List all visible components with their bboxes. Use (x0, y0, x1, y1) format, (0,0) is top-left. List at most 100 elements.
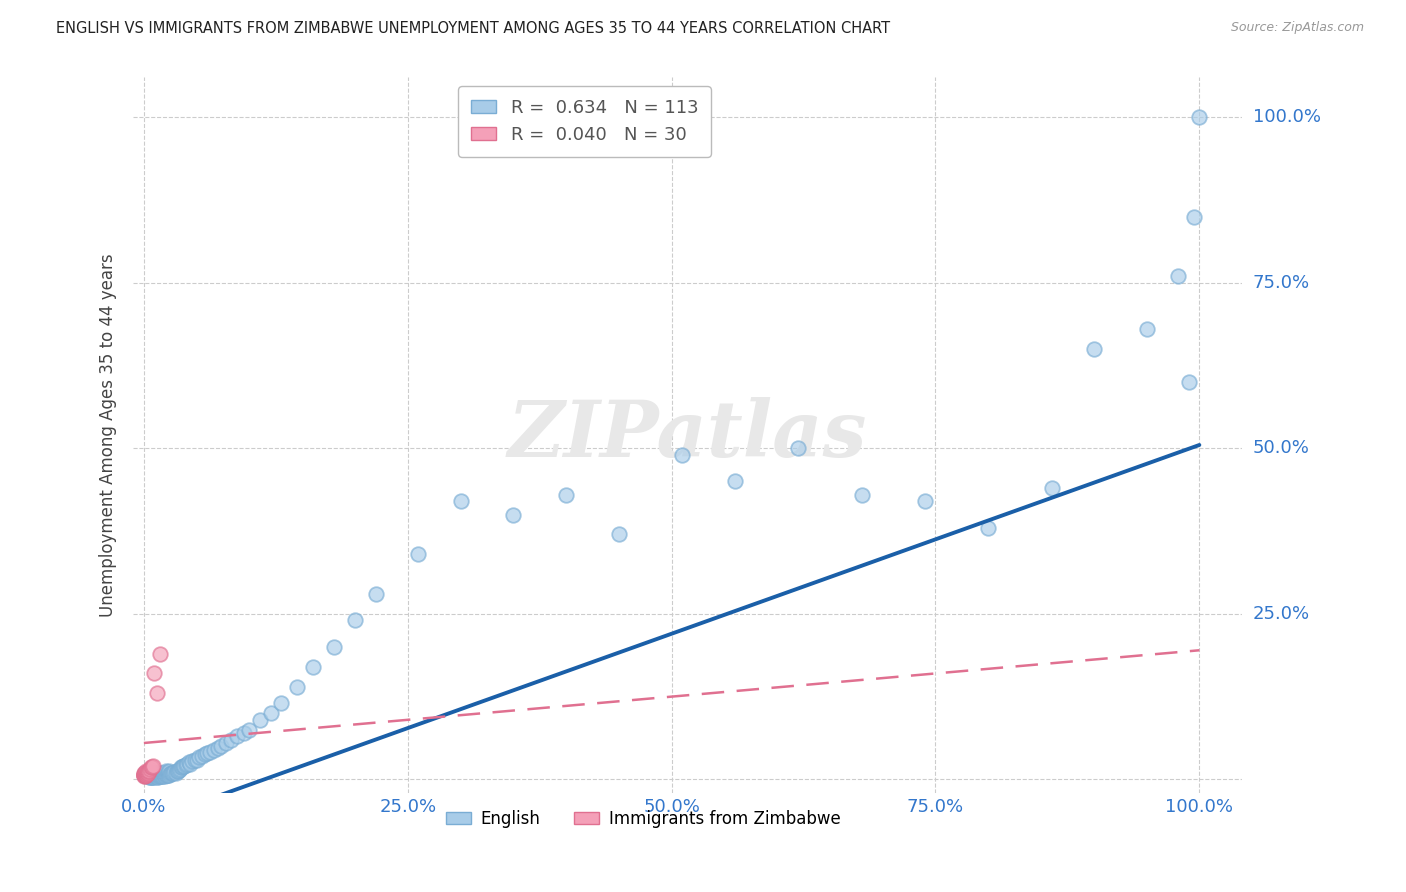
Point (160, 766, 183, 780)
Point (172, 758, 194, 772)
Point (136, 767, 159, 781)
Point (170, 760, 193, 774)
Point (145, 769, 167, 783)
Point (136, 765, 159, 780)
Point (238, 723, 260, 737)
Text: Source: ZipAtlas.com: Source: ZipAtlas.com (1230, 21, 1364, 34)
Point (181, 754, 204, 768)
Point (194, 747, 217, 762)
Point (134, 765, 156, 780)
Point (134, 767, 156, 781)
Point (173, 759, 195, 773)
Point (157, 765, 180, 780)
Point (134, 768, 156, 782)
Point (134, 768, 156, 782)
Point (221, 732, 243, 747)
Point (136, 765, 159, 780)
Point (153, 765, 176, 780)
Point (162, 765, 184, 780)
Point (1188, 110, 1211, 124)
Point (343, 614, 366, 628)
Point (155, 768, 177, 782)
Point (502, 508, 524, 522)
Point (152, 766, 174, 780)
Point (215, 736, 238, 750)
Text: 50.0%: 50.0% (1253, 439, 1309, 458)
Point (259, 706, 281, 721)
Point (134, 768, 156, 782)
Point (187, 750, 209, 764)
Point (156, 768, 179, 782)
Point (143, 768, 166, 782)
Point (179, 756, 201, 771)
Point (134, 768, 156, 782)
Point (139, 770, 162, 784)
Point (191, 749, 214, 764)
Point (143, 770, 166, 784)
Point (145, 768, 167, 782)
Point (145, 768, 167, 782)
Point (301, 660, 323, 674)
Point (207, 740, 229, 755)
Point (134, 768, 156, 782)
Point (152, 769, 174, 783)
Point (134, 765, 156, 780)
Point (146, 765, 169, 780)
Point (364, 587, 387, 601)
Point (145, 686, 167, 700)
Point (270, 696, 292, 710)
Point (142, 766, 165, 780)
Point (142, 759, 165, 773)
Point (1182, 210, 1205, 224)
Point (166, 764, 188, 778)
Point (141, 760, 163, 774)
Point (977, 521, 1000, 535)
Point (1167, 269, 1189, 284)
Point (148, 769, 170, 783)
Point (162, 765, 184, 780)
Point (157, 768, 180, 782)
Point (1040, 481, 1063, 495)
Point (139, 763, 162, 777)
Point (787, 442, 810, 456)
Point (169, 763, 191, 777)
Point (142, 768, 165, 782)
Point (186, 753, 208, 767)
Y-axis label: Unemployment Among Ages 35 to 44 years: Unemployment Among Ages 35 to 44 years (100, 253, 117, 617)
Point (153, 769, 176, 783)
Point (134, 767, 156, 781)
Point (153, 765, 176, 780)
Point (141, 765, 163, 780)
Point (149, 769, 172, 783)
Point (285, 680, 308, 694)
Point (179, 755, 201, 769)
Point (1178, 375, 1201, 389)
Point (136, 764, 159, 778)
Point (143, 766, 166, 780)
Point (141, 770, 163, 784)
Point (174, 757, 197, 772)
Point (200, 745, 222, 759)
Point (555, 488, 578, 502)
Point (135, 768, 157, 782)
Point (141, 769, 163, 783)
Point (1136, 322, 1159, 336)
Point (135, 766, 157, 780)
Point (322, 640, 344, 654)
Point (202, 742, 225, 756)
Point (170, 760, 193, 774)
Point (165, 765, 187, 780)
Point (141, 765, 163, 780)
Point (408, 547, 430, 561)
Point (141, 771, 163, 785)
Point (225, 730, 247, 744)
Point (134, 766, 156, 780)
Point (139, 765, 162, 780)
Point (167, 763, 190, 777)
Point (149, 769, 172, 783)
Point (141, 768, 163, 782)
Point (150, 769, 173, 783)
Point (134, 768, 156, 782)
Point (134, 768, 156, 782)
Point (138, 768, 160, 782)
